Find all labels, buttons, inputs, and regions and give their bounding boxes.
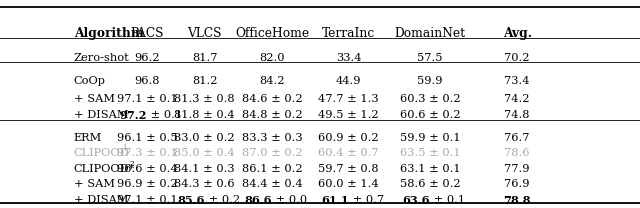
Text: OfficeHome: OfficeHome (235, 27, 309, 40)
Text: CLIPOOD: CLIPOOD (74, 148, 129, 158)
Text: 84.2: 84.2 (259, 76, 285, 86)
Text: 63.6: 63.6 (403, 195, 430, 206)
Text: 97.3 ± 0.1: 97.3 ± 0.1 (117, 148, 177, 158)
Text: 60.0 ± 1.4: 60.0 ± 1.4 (319, 180, 379, 189)
Text: 61.1: 61.1 (321, 195, 349, 206)
Text: 81.7: 81.7 (192, 53, 218, 63)
Text: Algorithm: Algorithm (74, 27, 143, 40)
Text: ± 0.1: ± 0.1 (147, 110, 182, 120)
Text: 60.4 ± 0.7: 60.4 ± 0.7 (319, 148, 379, 158)
Text: 87.0 ± 0.2: 87.0 ± 0.2 (242, 148, 302, 158)
Text: 83.3 ± 0.3: 83.3 ± 0.3 (242, 132, 302, 142)
Text: 44.9: 44.9 (336, 76, 362, 86)
Text: 73.4: 73.4 (504, 76, 530, 86)
Text: + SAM: + SAM (74, 94, 115, 104)
Text: 86.1 ± 0.2: 86.1 ± 0.2 (242, 164, 302, 174)
Text: 81.3 ± 0.8: 81.3 ± 0.8 (175, 94, 235, 104)
Text: DomainNet: DomainNet (394, 27, 466, 40)
Text: 33.4: 33.4 (336, 53, 362, 63)
Text: 70.2: 70.2 (504, 53, 530, 63)
Text: 97.1 ± 0.1: 97.1 ± 0.1 (117, 94, 177, 104)
Text: 81.8 ± 0.4: 81.8 ± 0.4 (175, 110, 235, 120)
Text: 76.7: 76.7 (504, 132, 530, 142)
Text: + SAM: + SAM (74, 180, 115, 189)
Text: 60.3 ± 0.2: 60.3 ± 0.2 (400, 94, 460, 104)
Text: VLCS: VLCS (188, 27, 222, 40)
Text: ± 0.7: ± 0.7 (349, 195, 384, 205)
Text: 96.1 ± 0.5: 96.1 ± 0.5 (117, 132, 177, 142)
Text: 83.0 ± 0.2: 83.0 ± 0.2 (175, 132, 235, 142)
Text: 74.8: 74.8 (504, 110, 530, 120)
Text: 85.6: 85.6 (177, 195, 205, 206)
Text: TerraInc: TerraInc (322, 27, 376, 40)
Text: 1: 1 (122, 144, 127, 152)
Text: 59.9: 59.9 (417, 76, 443, 86)
Text: 58.6 ± 0.2: 58.6 ± 0.2 (400, 180, 460, 189)
Text: 63.5 ± 0.1: 63.5 ± 0.1 (400, 148, 460, 158)
Text: CLIPOOD*: CLIPOOD* (74, 164, 135, 174)
Text: 97.2: 97.2 (120, 110, 147, 120)
Text: 84.6 ± 0.2: 84.6 ± 0.2 (242, 94, 302, 104)
Text: 63.1 ± 0.1: 63.1 ± 0.1 (400, 164, 460, 174)
Text: 86.6: 86.6 (244, 195, 272, 206)
Text: CoOp: CoOp (74, 76, 106, 86)
Text: ± 0.1: ± 0.1 (430, 195, 465, 205)
Text: Avg.: Avg. (502, 27, 532, 40)
Text: ERM: ERM (74, 132, 102, 142)
Text: 78.8: 78.8 (504, 195, 531, 206)
Text: + DISAM: + DISAM (74, 110, 128, 120)
Text: 60.6 ± 0.2: 60.6 ± 0.2 (400, 110, 460, 120)
Text: 84.3 ± 0.6: 84.3 ± 0.6 (175, 180, 235, 189)
Text: Zero-shot: Zero-shot (74, 53, 129, 63)
Text: 97.1 ± 0.1: 97.1 ± 0.1 (117, 195, 177, 205)
Text: 78.6: 78.6 (504, 148, 530, 158)
Text: 84.1 ± 0.3: 84.1 ± 0.3 (175, 164, 235, 174)
Text: 77.9: 77.9 (504, 164, 530, 174)
Text: 96.8: 96.8 (134, 76, 160, 86)
Text: ± 0.2: ± 0.2 (205, 195, 240, 205)
Text: 59.9 ± 0.1: 59.9 ± 0.1 (400, 132, 460, 142)
Text: + DISAM: + DISAM (74, 195, 128, 205)
Text: 81.2: 81.2 (192, 76, 218, 86)
Text: 47.7 ± 1.3: 47.7 ± 1.3 (319, 94, 379, 104)
Text: 49.5 ± 1.2: 49.5 ± 1.2 (319, 110, 379, 120)
Text: 96.6 ± 0.4: 96.6 ± 0.4 (117, 164, 177, 174)
Text: 96.2: 96.2 (134, 53, 160, 63)
Text: 82.0: 82.0 (259, 53, 285, 63)
Text: 84.8 ± 0.2: 84.8 ± 0.2 (242, 110, 302, 120)
Text: ± 0.0: ± 0.0 (272, 195, 307, 205)
Text: 85.0 ± 0.4: 85.0 ± 0.4 (175, 148, 235, 158)
Text: PACS: PACS (131, 27, 164, 40)
Text: 60.9 ± 0.2: 60.9 ± 0.2 (319, 132, 379, 142)
Text: 96.9 ± 0.2: 96.9 ± 0.2 (117, 180, 177, 189)
Text: 59.7 ± 0.8: 59.7 ± 0.8 (319, 164, 379, 174)
Text: 74.2: 74.2 (504, 94, 530, 104)
Text: 57.5: 57.5 (417, 53, 443, 63)
Text: 2: 2 (130, 160, 134, 168)
Text: 76.9: 76.9 (504, 180, 530, 189)
Text: 84.4 ± 0.4: 84.4 ± 0.4 (242, 180, 302, 189)
